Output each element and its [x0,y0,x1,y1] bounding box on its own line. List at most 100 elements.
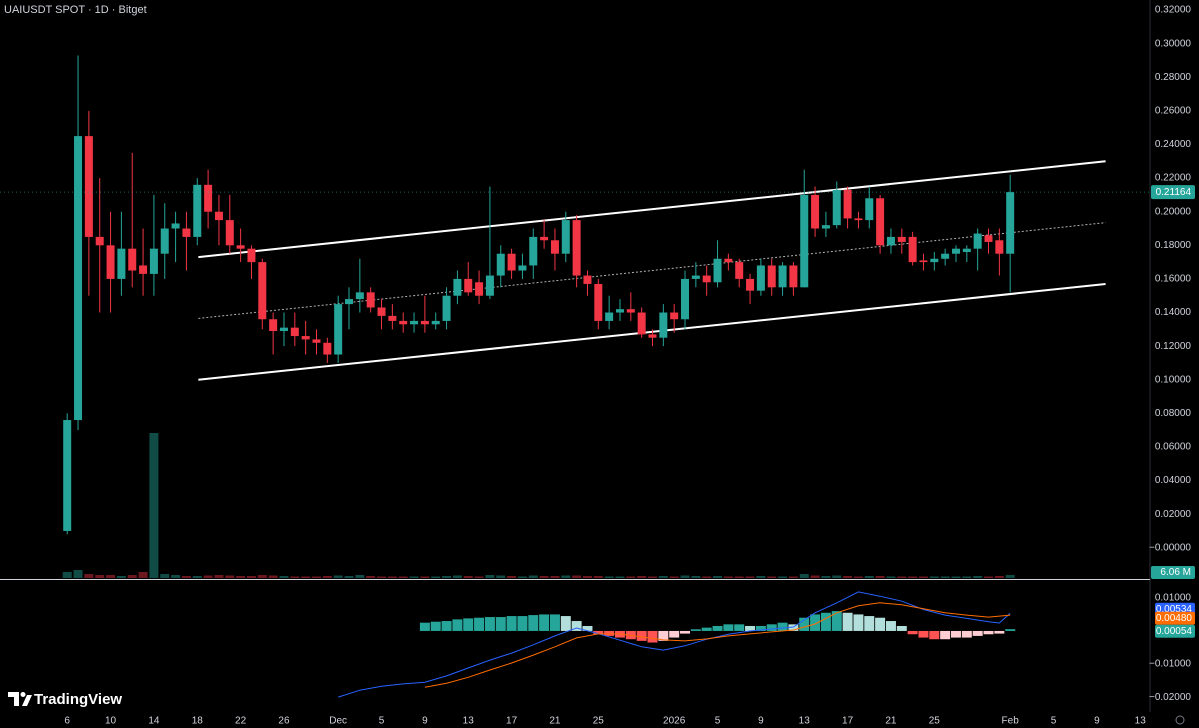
candle-body [995,240,1004,254]
y-tick-label: 0.04000 [1155,475,1192,486]
macd-y-tick-label: 0.01000 [1155,593,1192,604]
volume-bar [507,576,517,578]
candle-body [843,189,852,219]
y-tick-label: 0.12000 [1155,341,1192,352]
y-tick-label: 0.14000 [1155,307,1192,318]
settings-gear[interactable] [1175,715,1185,725]
x-tick-label: 9 [1094,716,1100,727]
histogram-bar [961,630,972,638]
volume-bar [496,575,506,578]
histogram-bar [766,624,777,631]
histogram-bar [734,624,745,631]
indicator-label-box [1155,611,1195,625]
histogram-bar [907,630,918,635]
volume-bar [637,576,647,578]
y-tick-label: 0.20000 [1155,206,1192,217]
indicator-label-box [1155,624,1195,638]
volume-bar [550,576,560,578]
candle-body [605,312,614,321]
x-tick-label: 10 [105,716,117,727]
volume-bar [452,575,462,578]
y-tick-label: 0.18000 [1155,240,1192,251]
y-tick-label: 0.16000 [1155,274,1192,285]
candle-body [637,312,646,335]
volume-bar [582,576,592,578]
candle-body [941,253,950,259]
candle-body [204,184,213,212]
candle-body [225,220,234,246]
candle-body [128,248,137,271]
candle-body [63,420,72,531]
volume-bar [908,576,918,578]
histogram-bar [647,630,658,643]
x-tick-label: 14 [148,716,160,727]
candle-body [388,315,397,321]
macd-line [424,602,1011,688]
volume-bar [572,575,582,578]
candle-body [626,309,635,313]
candle-body [767,265,776,288]
logo-dot [20,692,26,697]
candle-body [735,262,744,279]
histogram-bar [506,616,517,631]
volume-bar [387,576,397,578]
histogram-bar [896,625,907,631]
volume-bar [301,576,311,578]
volume-bar [398,576,408,578]
histogram-bar [582,625,593,631]
histogram-bar [452,619,463,631]
volume-bar [442,576,452,578]
x-tick-label: 13 [799,716,811,727]
y-tick-label: 0.10000 [1155,374,1192,385]
volume-bar [669,576,679,578]
candle-body [832,189,841,226]
volume-bar [344,576,354,578]
histogram-bar [864,616,875,631]
x-tick-label: 21 [549,716,561,727]
candle-body [464,278,473,293]
volume-bar [149,433,159,578]
histogram-bar [419,622,430,631]
candle-body [193,184,202,237]
x-tick-label: 5 [379,716,385,727]
candle-body [312,339,321,343]
histogram-bar [430,621,441,631]
histogram-bar [723,624,734,631]
settings-icon[interactable] [1175,715,1185,725]
volume-bar [853,576,863,578]
volume-bar [994,576,1004,578]
candle-body [930,258,939,263]
candle-body [518,265,527,271]
candle-body [290,327,299,337]
volume-bar [680,575,690,578]
candle-body [865,198,874,221]
histogram-bar [950,630,961,638]
volume-bar [767,576,777,578]
candle-body [117,248,126,279]
candle-body [648,334,657,338]
volume-bar [322,576,332,578]
candle-body [106,245,115,279]
x-tick-label: 5 [1051,716,1057,727]
candle-body [269,319,278,332]
y-tick-label: 0.28000 [1155,72,1192,83]
volume-bar [106,575,116,578]
histogram-bar [777,622,788,631]
histogram-bar [539,614,550,631]
y-tick-label: 0.06000 [1155,442,1192,453]
histogram-bar [918,630,929,638]
volume-bar [539,576,549,578]
histogram-bar [484,617,495,631]
logo-mark [22,695,32,706]
volume-bar [723,576,733,578]
candle-body [583,275,592,284]
x-tick-label: 17 [842,716,854,727]
candle-body [236,245,245,249]
x-tick-label: Dec [329,716,347,727]
candle-body [171,223,180,229]
volume-bar [528,575,538,578]
histogram-bar [701,627,712,631]
volume-bar [138,572,148,578]
y-tick-label: 0.22000 [1155,173,1192,184]
